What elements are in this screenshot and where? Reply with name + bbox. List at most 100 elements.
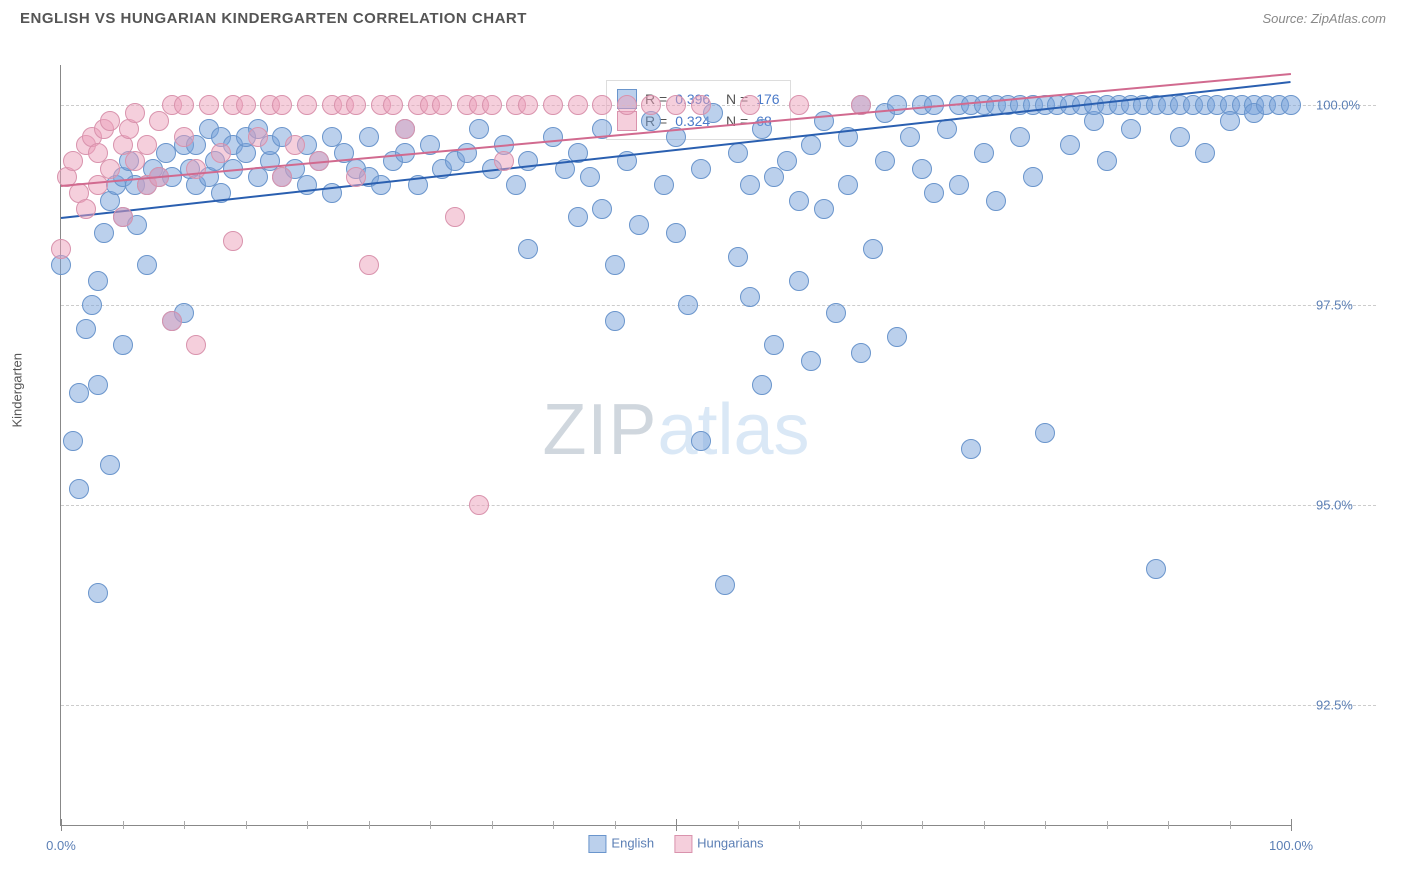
scatter-point [88,583,108,603]
chart-container: Kindergarten ZIPatlas R = 0.396 N = 176 … [45,50,1385,850]
xtick-minor [738,821,739,829]
xtick-minor [369,821,370,829]
scatter-point [838,175,858,195]
scatter-point [395,119,415,139]
scatter-point [629,215,649,235]
scatter-point [94,223,114,243]
scatter-point [592,95,612,115]
scatter-point [518,95,538,115]
scatter-point [174,127,194,147]
scatter-point [851,343,871,363]
scatter-point [937,119,957,139]
xtick-minor [922,821,923,829]
scatter-point [272,95,292,115]
xtick-minor [492,821,493,829]
scatter-point [777,151,797,171]
scatter-point [617,95,637,115]
scatter-point [728,247,748,267]
ytick-label: 97.5% [1316,298,1376,313]
scatter-point [199,95,219,115]
xtick-minor [984,821,985,829]
scatter-point [740,287,760,307]
gridline [61,505,1376,506]
xtick-minor [1045,821,1046,829]
xtick-minor [1107,821,1108,829]
scatter-point [1195,143,1215,163]
scatter-point [826,303,846,323]
xtick-minor [1230,821,1231,829]
scatter-point [752,375,772,395]
xtick-minor [799,821,800,829]
watermark-zip: ZIP [542,390,657,470]
scatter-point [654,175,674,195]
scatter-point [1121,119,1141,139]
scatter-point [949,175,969,195]
chart-title: ENGLISH VS HUNGARIAN KINDERGARTEN CORREL… [20,10,527,27]
scatter-point [100,159,120,179]
scatter-point [875,151,895,171]
scatter-point [924,183,944,203]
scatter-point [1035,423,1055,443]
ytick-label: 92.5% [1316,698,1376,713]
scatter-point [186,159,206,179]
legend-label-hungarians: Hungarians [697,835,764,850]
scatter-point [592,199,612,219]
scatter-point [801,135,821,155]
scatter-point [740,175,760,195]
scatter-point [1097,151,1117,171]
scatter-point [506,175,526,195]
scatter-point [285,135,305,155]
y-axis-label: Kindergarten [10,353,25,427]
scatter-point [1146,559,1166,579]
scatter-point [76,319,96,339]
scatter-point [789,271,809,291]
scatter-point [51,239,71,259]
plot-area: ZIPatlas R = 0.396 N = 176 R = 0.324 N =… [60,65,1291,826]
xtick-minor [1168,821,1169,829]
scatter-point [272,167,292,187]
xtick-minor [307,821,308,829]
scatter-point [1060,135,1080,155]
scatter-point [137,255,157,275]
scatter-point [432,95,452,115]
scatter-point [383,95,403,115]
scatter-point [63,431,83,451]
gridline [61,305,1376,306]
scatter-point [494,151,514,171]
series-legend: English Hungarians [588,835,763,853]
xtick-major [1291,819,1292,831]
scatter-point [236,95,256,115]
scatter-point [1281,95,1301,115]
scatter-point [814,199,834,219]
scatter-point [678,295,698,315]
xtick-minor [184,821,185,829]
scatter-point [346,167,366,187]
scatter-point [900,127,920,147]
scatter-point [69,383,89,403]
xtick-major [676,819,677,831]
scatter-point [789,95,809,115]
xtick-minor [615,821,616,829]
scatter-point [715,575,735,595]
scatter-point [986,191,1006,211]
scatter-point [887,95,907,115]
watermark: ZIPatlas [542,389,809,471]
xtick-major [61,819,62,831]
scatter-point [445,207,465,227]
xtick-minor [246,821,247,829]
scatter-point [174,95,194,115]
scatter-point [961,439,981,459]
scatter-point [113,207,133,227]
scatter-point [82,295,102,315]
scatter-point [691,431,711,451]
scatter-point [457,143,477,163]
scatter-point [223,231,243,251]
scatter-point [518,239,538,259]
legend-item-english: English [588,835,654,853]
scatter-point [691,95,711,115]
legend-item-hungarians: Hungarians [674,835,764,853]
scatter-point [789,191,809,211]
scatter-point [568,207,588,227]
scatter-point [88,271,108,291]
scatter-point [211,143,231,163]
